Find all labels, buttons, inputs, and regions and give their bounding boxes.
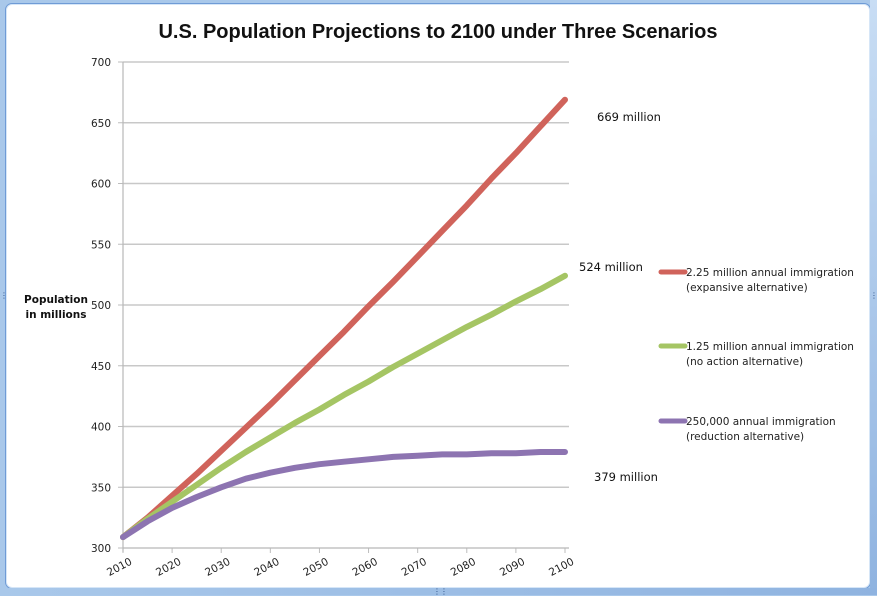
chart-title: U.S. Population Projections to 2100 unde… [158, 21, 717, 43]
series-lines [120, 96, 568, 541]
y-axis-label-line-1: Population [24, 294, 88, 306]
x-tick-label: 2010 [105, 556, 134, 579]
annotation-label: 669 million [597, 110, 661, 124]
legend: 2.25 million annual immigration (expansiv… [658, 267, 854, 443]
y-axis-ticks: 300 350 400 450 500 550 600 650 700 [91, 57, 123, 555]
y-tick-label: 600 [91, 179, 111, 191]
series-line-1 [120, 272, 568, 541]
legend-sublabel-0: (expansive alternative) [686, 282, 808, 294]
value-annotations: 669 million 524 million 379 million [579, 110, 661, 484]
legend-sublabel-1: (no action alternative) [686, 356, 803, 368]
resize-handle-bottom-icon[interactable]: ⋮⋮ [433, 587, 448, 596]
x-tick-label: 2070 [400, 556, 429, 579]
legend-sublabel-2: (reduction alternative) [686, 431, 804, 443]
legend-label-2: 250,000 annual immigration [686, 416, 836, 428]
y-axis-label-line-2: in millions [25, 309, 86, 321]
y-tick-label: 300 [91, 543, 111, 555]
legend-label-1: 1.25 million annual immigration [686, 341, 854, 353]
y-tick-label: 500 [91, 300, 111, 312]
resize-rail-right[interactable] [870, 0, 877, 595]
series-line-2 [120, 449, 568, 541]
annotation-label: 379 million [594, 470, 658, 484]
x-tick-label: 2100 [547, 556, 576, 579]
y-tick-label: 350 [91, 482, 111, 494]
x-tick-label: 2090 [498, 556, 527, 579]
y-tick-label: 700 [91, 57, 111, 69]
x-tick-label: 2040 [252, 556, 281, 579]
y-tick-label: 550 [91, 239, 111, 251]
resize-handle-left-icon[interactable]: ⋮ [0, 291, 8, 300]
x-tick-label: 2050 [301, 556, 330, 579]
annotation-label: 524 million [579, 260, 643, 274]
gridlines [123, 61, 569, 488]
x-tick-label: 2030 [203, 556, 232, 579]
x-tick-label: 2020 [154, 556, 183, 579]
y-tick-label: 650 [91, 118, 111, 130]
chart-window [5, 3, 871, 589]
y-tick-label: 450 [91, 361, 111, 373]
resize-handle-right-icon[interactable]: ⋮ [870, 291, 877, 300]
y-tick-label: 400 [91, 422, 111, 434]
x-tick-label: 2080 [449, 556, 478, 579]
series-line-0 [120, 96, 568, 541]
x-tick-label: 2060 [351, 556, 380, 579]
legend-label-0: 2.25 million annual immigration [686, 267, 854, 279]
x-axis-ticks: 2010 2020 2030 2040 2050 2060 2070 2080 2090 2100 [105, 548, 576, 579]
resize-rail-bottom[interactable] [0, 588, 877, 595]
